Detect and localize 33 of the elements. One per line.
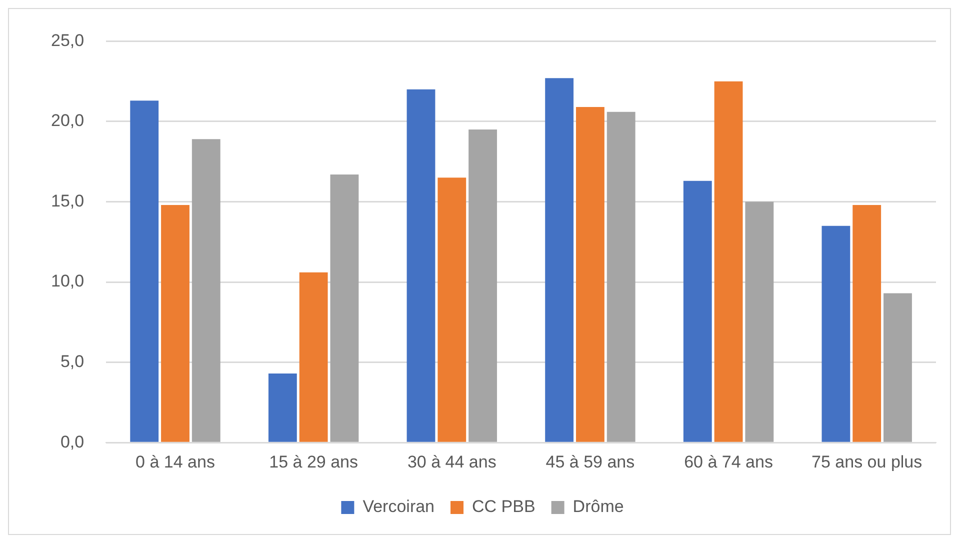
y-tick-label: 10,0: [50, 272, 84, 291]
bar: [576, 107, 604, 442]
legend-label: Drôme: [572, 497, 624, 516]
bar: [299, 272, 328, 442]
x-tick-label: 45 à 59 ans: [546, 452, 635, 472]
y-tick-label: 0,0: [60, 432, 84, 452]
x-tick-label: 75 ans ou plus: [812, 452, 922, 472]
legend-label: CC PBB: [472, 497, 536, 516]
bar: [822, 226, 850, 442]
bar: [406, 89, 436, 442]
bar: [545, 78, 574, 442]
bar: [268, 374, 297, 442]
bar: [884, 293, 912, 442]
x-tick-label: 60 à 74 ans: [684, 452, 773, 472]
bar: [192, 139, 220, 442]
bar: [330, 174, 359, 442]
y-tick-label: 5,0: [60, 352, 84, 372]
bar: [683, 180, 712, 442]
bar: [714, 81, 743, 442]
bar: [852, 204, 882, 442]
y-tick-label: 20,0: [50, 111, 84, 130]
y-tick-label: 15,0: [50, 191, 84, 210]
x-tick-label: 30 à 44 ans: [407, 452, 496, 472]
bar: [468, 130, 497, 442]
x-tick-label: 0 à 14 ans: [136, 452, 215, 472]
y-tick-label: 25,0: [50, 30, 84, 50]
bar: [161, 204, 190, 442]
bar: [438, 178, 466, 442]
bar: [130, 100, 159, 442]
bar: [606, 112, 636, 442]
x-tick-label: 15 à 29 ans: [269, 452, 358, 472]
bar: [745, 202, 774, 442]
legend-label: Vercoiran: [362, 497, 435, 516]
